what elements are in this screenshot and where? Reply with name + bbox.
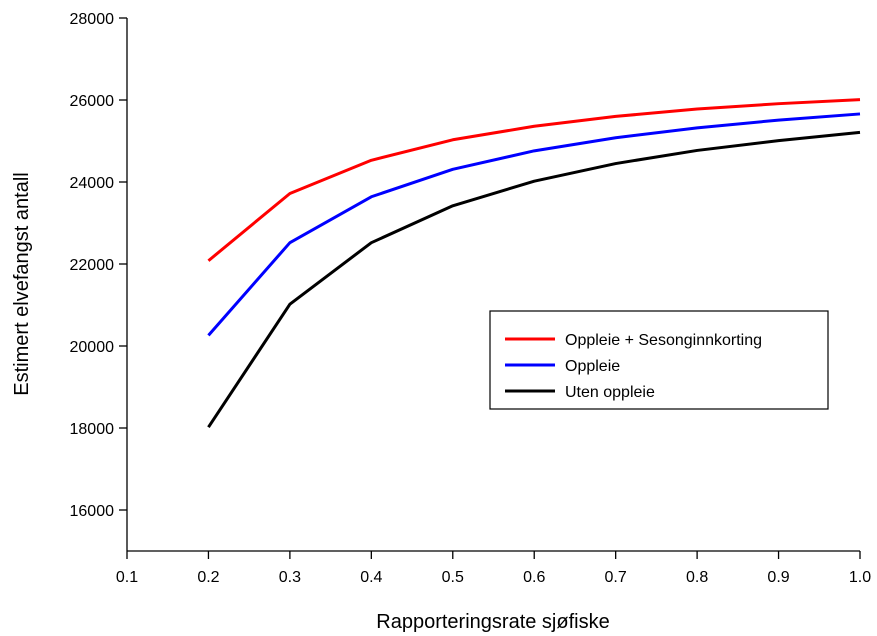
y-tick-label: 24000 bbox=[70, 175, 115, 192]
legend-box bbox=[489, 310, 829, 410]
y-axis-ticks: 16000 18000 20000 22000 24000 26000 28000 bbox=[70, 11, 127, 520]
legend-label-2: Oppleie bbox=[565, 358, 620, 375]
legend-label-1: Oppleie + Sesonginnkorting bbox=[565, 332, 762, 349]
x-tick-label: 0.1 bbox=[116, 569, 138, 586]
x-tick-label: 0.2 bbox=[197, 569, 219, 586]
x-axis-label: Rapporteringsrate sjøfiske bbox=[376, 611, 609, 633]
y-tick-label: 26000 bbox=[70, 93, 115, 110]
x-tick-label: 0.3 bbox=[279, 569, 301, 586]
y-tick-label: 16000 bbox=[70, 503, 115, 520]
x-tick-label: 0.8 bbox=[686, 569, 708, 586]
x-tick-label: 0.6 bbox=[523, 569, 545, 586]
x-tick-label: 0.5 bbox=[442, 569, 464, 586]
legend-label-3: Uten oppleie bbox=[565, 384, 655, 401]
series-lines bbox=[207, 98, 861, 429]
x-tick-label: 0.4 bbox=[360, 569, 382, 586]
series-line-2 bbox=[207, 112, 861, 337]
y-tick-label: 20000 bbox=[70, 339, 115, 356]
y-tick-label: 22000 bbox=[70, 257, 115, 274]
series-line-3 bbox=[207, 130, 861, 429]
x-axis-ticks: 0.1 0.2 0.3 0.4 0.5 0.6 0.7 0.8 0.9 1.0 bbox=[116, 551, 871, 586]
plot-area bbox=[126, 18, 860, 552]
y-tick-label: 18000 bbox=[70, 421, 115, 438]
y-axis-label: Estimert elvefangst antall bbox=[11, 172, 33, 395]
x-tick-label: 0.7 bbox=[605, 569, 627, 586]
x-tick-label: 0.9 bbox=[767, 569, 789, 586]
series-line-1 bbox=[207, 98, 861, 262]
x-tick-label: 1.0 bbox=[849, 569, 871, 586]
y-tick-label: 28000 bbox=[70, 11, 115, 28]
legend: Oppleie + Sesonginnkorting Oppleie Uten op… bbox=[489, 310, 829, 410]
